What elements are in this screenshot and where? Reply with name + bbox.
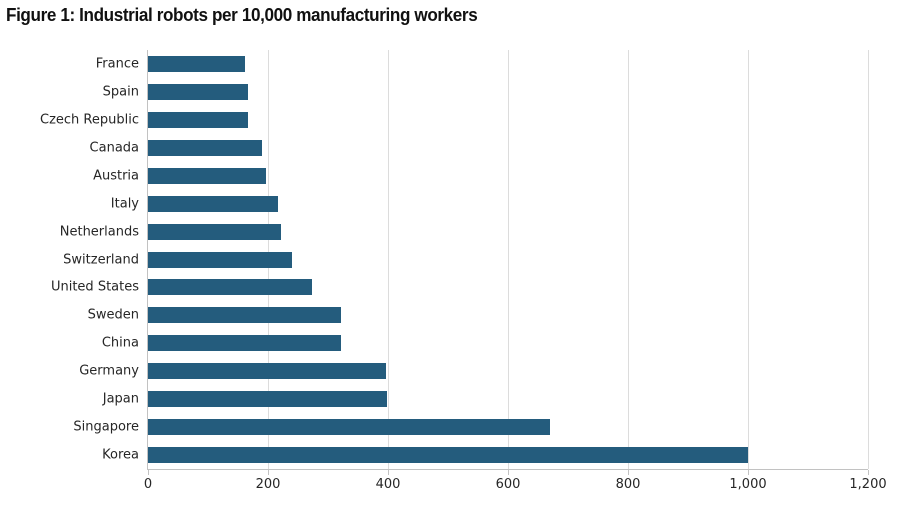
category-label: China [101, 335, 139, 351]
category-label: Germany [79, 363, 139, 379]
category-label: Singapore [73, 419, 139, 435]
chart-row-germany: Germany [79, 357, 868, 385]
x-tick-label: 800 [615, 477, 641, 492]
bar-netherlands [148, 223, 282, 240]
bar-france [148, 55, 246, 72]
x-tick-label: 400 [375, 477, 401, 492]
gridline [868, 50, 869, 469]
chart-row-switzerland: Switzerland [63, 246, 868, 274]
x-tick-label: 200 [255, 477, 281, 492]
x-tick-label: 0 [143, 477, 153, 492]
category-label: France [95, 56, 139, 72]
gridline [388, 50, 389, 469]
category-label: Netherlands [59, 224, 139, 240]
bar-czech-republic [148, 111, 249, 128]
chart-row-czech-republic: Czech Republic [40, 106, 868, 134]
axis-tickmark [628, 470, 629, 475]
category-label: Czech Republic [40, 112, 139, 128]
figure-title: Figure 1: Industrial robots per 10,000 m… [6, 5, 478, 25]
gridline [748, 50, 749, 469]
chart-row-japan: Japan [103, 385, 868, 413]
category-label: Sweden [87, 307, 139, 323]
bar-canada [148, 139, 262, 156]
bar-korea [148, 447, 748, 464]
bar-germany [148, 363, 387, 380]
gridline [628, 50, 629, 469]
bar-singapore [148, 419, 550, 436]
category-label: Korea [102, 447, 139, 463]
chart-row-china: China [102, 329, 868, 357]
bar-austria [148, 167, 266, 184]
chart-row-united-states: United States [51, 274, 868, 302]
bars-layer: France Spain Czech Republic Canada Austria It… [40, 50, 868, 469]
bar-italy [148, 195, 279, 212]
axis-tickmark [268, 470, 269, 475]
chart-row-france: France [96, 50, 868, 78]
bar-china [148, 335, 342, 352]
chart-row-singapore: Singapore [73, 413, 868, 441]
axis-tickmark [508, 470, 509, 475]
category-label: Austria [93, 168, 139, 184]
chart-row-canada: Canada [90, 134, 868, 162]
axis-tickmark [868, 470, 869, 475]
category-label: Canada [89, 140, 139, 156]
category-label: Switzerland [63, 252, 139, 268]
chart-row-netherlands: Netherlands [60, 218, 868, 246]
category-label: Italy [110, 196, 139, 212]
bar-switzerland [148, 251, 292, 268]
category-label: Spain [102, 84, 139, 100]
bar-japan [148, 391, 388, 408]
axis-tickmark [148, 470, 149, 475]
x-tick-label: 600 [495, 477, 521, 492]
chart-row-korea: Korea [102, 441, 868, 469]
chart-row-italy: Italy [111, 190, 868, 218]
axis-tickmark [388, 470, 389, 475]
bar-spain [148, 83, 248, 100]
gridline [508, 50, 509, 469]
category-label: United States [50, 279, 139, 295]
chart-row-spain: Spain [103, 78, 868, 106]
bar-united-states [148, 279, 313, 296]
chart-row-austria: Austria [93, 162, 868, 190]
axis-tickmark [748, 470, 749, 475]
chart-row-sweden: Sweden [88, 301, 868, 329]
x-tick-label: 1,200 [849, 477, 887, 492]
plot-area: France Spain Czech Republic Canada Austria It… [40, 50, 887, 492]
x-tick-label: 1,000 [729, 477, 767, 492]
category-label: Japan [102, 391, 139, 407]
bar-sweden [148, 307, 341, 324]
